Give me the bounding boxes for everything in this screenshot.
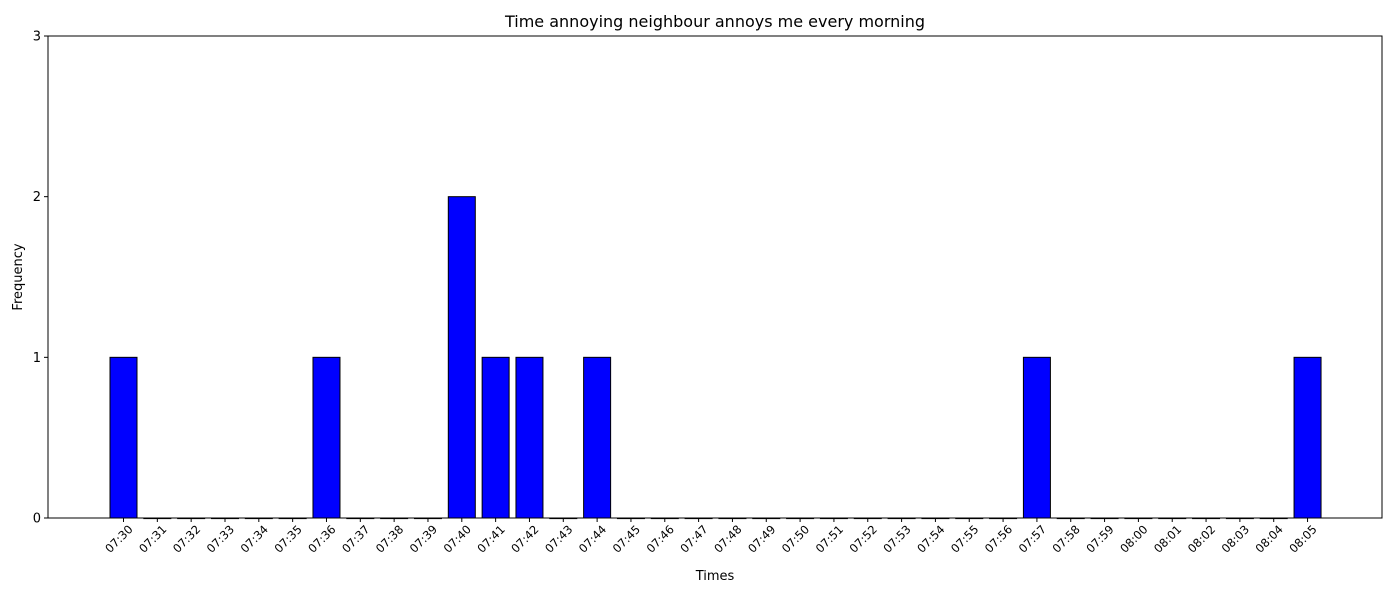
x-tick-label: 07:43 (542, 522, 575, 555)
chart-title: Time annoying neighbour annoys me every … (504, 12, 925, 31)
x-tick-label: 08:05 (1286, 522, 1319, 555)
y-tick-label: 3 (33, 30, 41, 45)
x-tick-label: 07:46 (644, 522, 677, 555)
bar (447, 196, 476, 519)
bar (583, 356, 612, 519)
x-tick-label: 07:55 (948, 522, 981, 555)
x-axis: 07:30 07:31 07:32 07:33 07:34 07:35 07:36 07:37… (102, 518, 1320, 556)
y-tick-label: 1 (33, 351, 41, 366)
x-tick-label: 07:54 (914, 522, 947, 555)
x-tick-label: 07:35 (271, 522, 304, 555)
x-tick-label: 07:58 (1050, 522, 1083, 555)
bar (481, 356, 510, 519)
x-tick-label: 07:49 (745, 522, 778, 555)
x-tick-label: 07:38 (373, 522, 406, 555)
x-tick-label: 07:59 (1083, 522, 1116, 555)
x-tick-label: 08:04 (1252, 522, 1285, 555)
x-tick-label: 08:00 (1117, 522, 1150, 555)
x-tick-label: 07:39 (407, 522, 440, 555)
bar (1022, 356, 1051, 519)
y-axis-label: Frequency (11, 243, 26, 310)
x-tick-label: 07:40 (441, 522, 474, 555)
x-tick-label: 07:57 (1016, 522, 1049, 555)
x-tick-label: 08:02 (1185, 522, 1218, 555)
y-tick-label: 2 (33, 190, 41, 205)
x-tick-label: 07:53 (880, 522, 913, 555)
x-tick-label: 07:37 (339, 522, 372, 555)
x-tick-label: 07:47 (677, 522, 710, 555)
x-tick-label: 07:48 (711, 522, 744, 555)
bar (312, 356, 341, 519)
x-tick-label: 07:36 (305, 522, 338, 555)
x-tick-label: 07:30 (102, 522, 135, 555)
plot-frame (47, 35, 1383, 519)
bar (515, 356, 544, 519)
x-tick-label: 07:42 (508, 522, 541, 555)
x-axis-label: Times (695, 569, 735, 584)
bar (1293, 356, 1322, 519)
x-tick-label: 07:51 (813, 522, 846, 555)
x-tick-label: 07:33 (204, 522, 237, 555)
y-tick-label: 0 (33, 512, 41, 527)
x-tick-label: 08:03 (1219, 522, 1252, 555)
bars-group (109, 196, 1322, 520)
bar (109, 356, 138, 519)
x-tick-label: 07:45 (610, 522, 643, 555)
x-tick-label: 07:52 (847, 522, 880, 555)
x-tick-label: 07:44 (576, 522, 609, 555)
x-tick-label: 07:41 (474, 522, 507, 555)
x-tick-label: 08:01 (1151, 522, 1184, 555)
y-axis: 0 1 2 3 (33, 30, 48, 527)
x-tick-label: 07:31 (136, 522, 169, 555)
x-tick-label: 07:34 (238, 522, 271, 555)
x-tick-label: 07:50 (779, 522, 812, 555)
x-tick-label: 07:56 (982, 522, 1015, 555)
x-tick-label: 07:32 (170, 522, 203, 555)
